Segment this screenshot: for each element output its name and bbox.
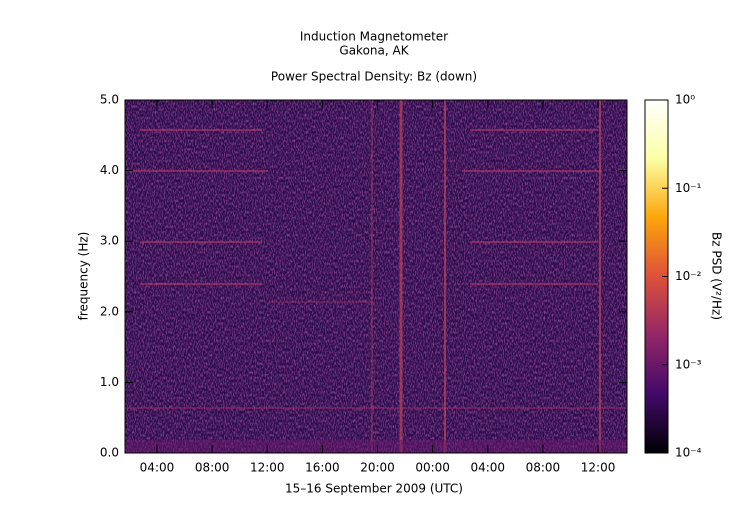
plot-title: Power Spectral Density: Bz (down): [271, 70, 477, 84]
colorbar-tick-label: 10⁻²: [675, 269, 702, 283]
x-tick-label: 20:00: [360, 461, 395, 475]
x-tick-label: 12:00: [250, 461, 285, 475]
y-tick-label: 0.0: [100, 446, 119, 460]
plot-frame: [124, 99, 628, 454]
y-tick-label: 4.0: [100, 163, 119, 177]
x-tick-label: 04:00: [140, 461, 175, 475]
chart-title: Induction Magnetometer: [300, 30, 448, 44]
spectrogram-image: [125, 100, 627, 453]
x-tick-label: 04:00: [470, 461, 505, 475]
y-tick-label: 1.0: [100, 375, 119, 389]
x-tick-label: 16:00: [305, 461, 340, 475]
chart-subtitle: Gakona, AK: [339, 44, 409, 58]
x-axis-label: 15–16 September 2009 (UTC): [285, 482, 463, 496]
x-tick-label: 08:00: [195, 461, 230, 475]
y-axis-label: frequency (Hz): [77, 232, 91, 321]
x-tick-label: 08:00: [526, 461, 561, 475]
colorbar-tick-label: 10⁻¹: [675, 181, 702, 195]
x-tick-label: 12:00: [581, 461, 616, 475]
y-tick-label: 5.0: [100, 93, 119, 107]
y-tick-label: 3.0: [100, 234, 119, 248]
colorbar-label: Bz PSD (V²/Hz): [710, 232, 724, 320]
colorbar-tick-label: 10⁻³: [675, 357, 702, 371]
colorbar-tick-label: 10⁻⁴: [675, 446, 702, 460]
y-tick-label: 2.0: [100, 304, 119, 318]
x-tick-label: 00:00: [415, 461, 450, 475]
colorbar-tick-label: 10⁰: [675, 93, 695, 107]
